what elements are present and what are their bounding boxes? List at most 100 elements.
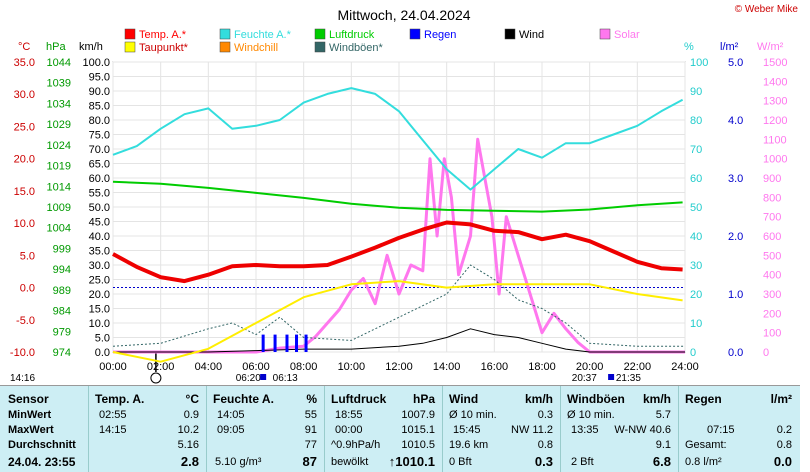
solar-tick: 900 — [763, 173, 781, 185]
pressure-tick: 1024 — [47, 140, 71, 152]
rain-bar — [273, 334, 277, 352]
wind-tick: 65.0 — [89, 159, 110, 171]
time-tick: 12:00 — [385, 361, 413, 373]
legend-swatch — [409, 28, 421, 40]
time-tick: 00:00 — [99, 361, 127, 373]
rain-r3-value: 0.8 — [776, 439, 792, 451]
pressure-tick: 1029 — [47, 119, 71, 131]
humidity-unit-label: % — [684, 41, 694, 53]
pressure-tick: 974 — [53, 347, 71, 359]
temp-avg: 5.16 — [177, 439, 199, 451]
press-header: Luftdruck — [331, 392, 387, 406]
wind-r2-value: NW 11.2 — [511, 424, 553, 436]
humidity-tick: 30 — [690, 260, 702, 272]
rain-r3-label: Gesamt: — [685, 439, 727, 451]
time-tick: 10:00 — [338, 361, 366, 373]
wind-r4-label: 0 Bft — [449, 456, 472, 468]
humidity-tick: 50 — [690, 202, 702, 214]
gust-r4-label: 2 Bft — [571, 456, 594, 468]
legend-label: Temp. A.* — [139, 29, 187, 41]
humidity-column: Feuchte A. % 14:05 55 09:05 91 77 5.10 g… — [206, 386, 325, 472]
rain-bar — [261, 334, 265, 352]
legend-label: Windböen* — [329, 42, 384, 54]
series-group — [112, 87, 685, 363]
humidity-tick: 90 — [690, 86, 702, 98]
sunset-icon — [608, 374, 615, 380]
press-unit: hPa — [412, 392, 435, 406]
legend-swatch — [314, 41, 326, 53]
hum-current: 87 — [302, 454, 317, 469]
pressure-unit-label: hPa — [46, 41, 66, 53]
temp-unit: °C — [185, 392, 199, 406]
solar-tick: 0 — [763, 347, 769, 359]
solar-tick: 600 — [763, 231, 781, 243]
solar-tick: 1500 — [763, 57, 787, 69]
solar-tick: 1100 — [763, 134, 787, 146]
time-tick: 02:00 — [147, 361, 175, 373]
sunrise-icon — [260, 374, 267, 380]
legend-swatch — [314, 28, 326, 40]
legend-label: Solar — [614, 29, 640, 41]
humidity-tick: 60 — [690, 173, 702, 185]
gust-current: 6.8 — [652, 454, 671, 469]
temp-tick: 25.0 — [14, 121, 35, 133]
axes: °C hPa km/h% l/m² W/m² 35.0 30.0 25.0 20.0 15.0 10… — [10, 41, 788, 384]
legend-label: Windchill — [234, 42, 278, 54]
series-windben — [112, 264, 685, 347]
press-trend-label: ^0.9hPa/h — [331, 439, 381, 451]
rain-tick: 5.0 — [728, 57, 743, 69]
wind-unit-label: km/h — [79, 41, 103, 53]
rain-current: 0.0 — [773, 454, 792, 469]
time-tick: 20:00 — [576, 361, 604, 373]
rain-bar — [295, 334, 299, 352]
wind-current: 0.3 — [534, 454, 553, 469]
sunset-label: 20:37 — [572, 373, 597, 384]
rain-tick: 3.0 — [728, 173, 743, 185]
temp-tick: -5.0 — [16, 315, 35, 327]
legend-swatch — [599, 28, 611, 40]
series-luftdruck — [112, 180, 683, 213]
chart-title: Mittwoch, 24.04.2024 — [337, 7, 470, 23]
legend: Temp. A.* Feuchte A.* Luftdruck Regen Wind So… — [124, 28, 640, 54]
pressure-column: Luftdruck hPa 18:55 1007.9 00:00 1015.1 … — [324, 386, 443, 472]
time-tick: 24:00 — [671, 361, 699, 373]
pressure-tick: 984 — [53, 306, 71, 318]
wind-r1-value: 0.3 — [537, 409, 553, 421]
temp-tick: 5.0 — [20, 250, 35, 262]
series-taupunkt — [112, 280, 683, 363]
legend-label: Regen — [424, 29, 456, 41]
time-tick: 04:00 — [195, 361, 223, 373]
hum-min-time: 14:05 — [217, 409, 245, 421]
rain-tick: 4.0 — [728, 115, 743, 127]
legend-label: Wind — [519, 29, 544, 41]
humidity-tick: 70 — [690, 144, 702, 156]
humidity-tick: 80 — [690, 115, 702, 127]
humidity-tick: 20 — [690, 289, 702, 301]
series-wind — [113, 328, 685, 353]
hum-min-value: 55 — [304, 409, 317, 421]
wind-tick: 15.0 — [89, 304, 110, 316]
legend-swatch — [504, 28, 516, 40]
series-solar — [113, 137, 685, 354]
pressure-tick: 999 — [53, 243, 71, 255]
wind-tick: 55.0 — [89, 188, 110, 200]
hum-absolute: 5.10 g/m³ — [215, 456, 262, 468]
temp-tick: 35.0 — [14, 57, 35, 69]
legend-label: Luftdruck — [329, 29, 375, 41]
hum-max-value: 91 — [304, 424, 317, 436]
sunrise2-label: 06:13 — [273, 373, 298, 384]
legend-swatch — [219, 28, 231, 40]
rain-tick: 2.0 — [728, 231, 743, 243]
solar-tick: 700 — [763, 212, 781, 224]
wind-tick: 75.0 — [89, 130, 110, 142]
time-tick: 18:00 — [528, 361, 556, 373]
rain-tick: 0.0 — [728, 347, 743, 359]
gust-unit: km/h — [642, 392, 671, 406]
wind-tick: 30.0 — [89, 260, 110, 272]
pressure-tick: 1004 — [47, 223, 71, 235]
solar-tick: 1000 — [763, 154, 787, 166]
wind-tick: 95.0 — [89, 72, 110, 84]
wind-header: Wind — [449, 392, 479, 406]
wind-tick: 80.0 — [89, 115, 110, 127]
series-tempa — [112, 220, 683, 284]
